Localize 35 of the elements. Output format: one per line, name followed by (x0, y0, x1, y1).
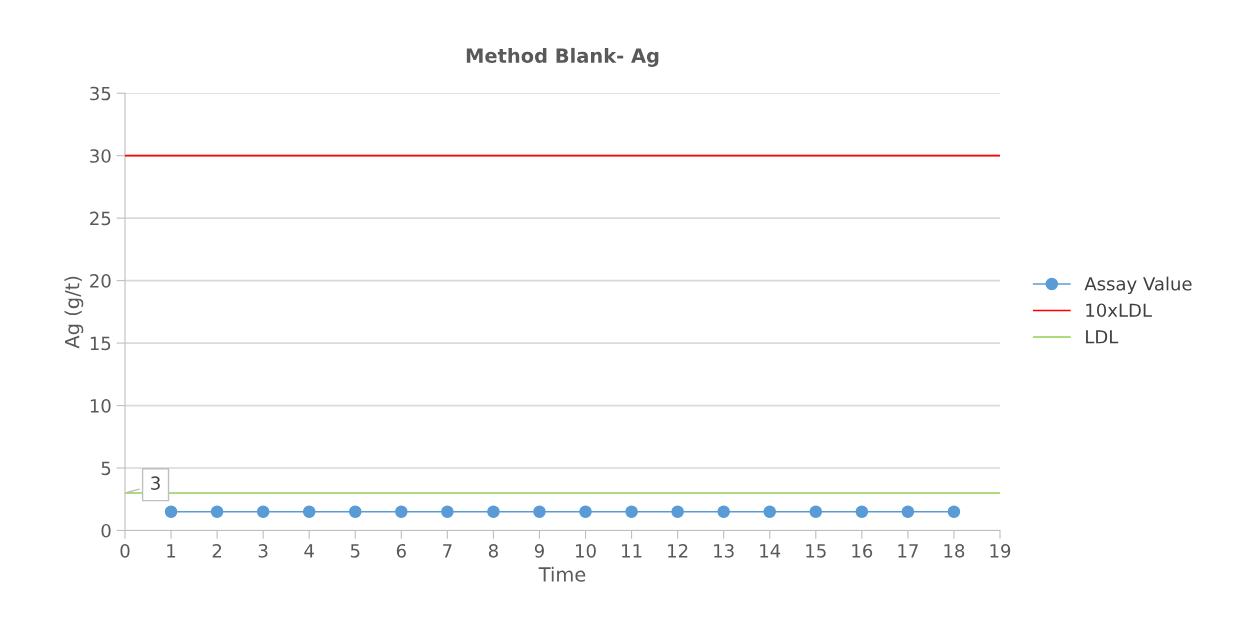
x-axis-title: Time (538, 566, 586, 582)
x-tick-label: 7 (443, 544, 452, 558)
x-tick-label: 17 (898, 544, 918, 558)
x-tick-label: 19 (990, 543, 1011, 558)
x-tick-label: 14 (760, 544, 781, 558)
x-tick-label: 9 (534, 543, 544, 558)
y-axis-title: Ag (g/t) (64, 276, 84, 349)
y-tick-label: 0 (101, 523, 111, 538)
chart-title: Method Blank- Ag (466, 47, 659, 67)
y-tick-label: 15 (90, 336, 111, 351)
x-tick-label: 15 (806, 544, 826, 558)
x-tick-label: 13 (714, 543, 734, 558)
y-tick-label: 5 (101, 461, 111, 476)
x-tick-label: 4 (304, 544, 314, 558)
x-tick-label: 18 (944, 543, 965, 558)
x-tick-label: 12 (668, 543, 688, 558)
y-tick-label: 25 (90, 211, 111, 226)
x-tick-label: 10 (576, 543, 596, 558)
annotation: 3 (151, 476, 160, 490)
x-tick-label: 6 (396, 543, 406, 558)
x-tick-label: 0 (120, 543, 130, 558)
x-tick-label: 11 (622, 544, 642, 558)
x-tick-label: 16 (852, 543, 873, 558)
x-tick-label: 8 (488, 543, 498, 558)
y-tick-label: 35 (90, 86, 111, 101)
y-tick-label: 30 (90, 149, 111, 163)
x-tick-label: 5 (350, 544, 360, 558)
x-tick-label: 3 (258, 543, 268, 558)
legend-label: Assay Value (1084, 276, 1192, 295)
x-tick-label: 2 (212, 543, 222, 558)
y-tick-label: 20 (90, 274, 111, 288)
y-tick-label: 10 (90, 399, 111, 413)
legend-label: LDL (1086, 330, 1119, 344)
legend-label: 10xLDL (1086, 303, 1152, 318)
x-tick-label: 1 (167, 544, 176, 558)
